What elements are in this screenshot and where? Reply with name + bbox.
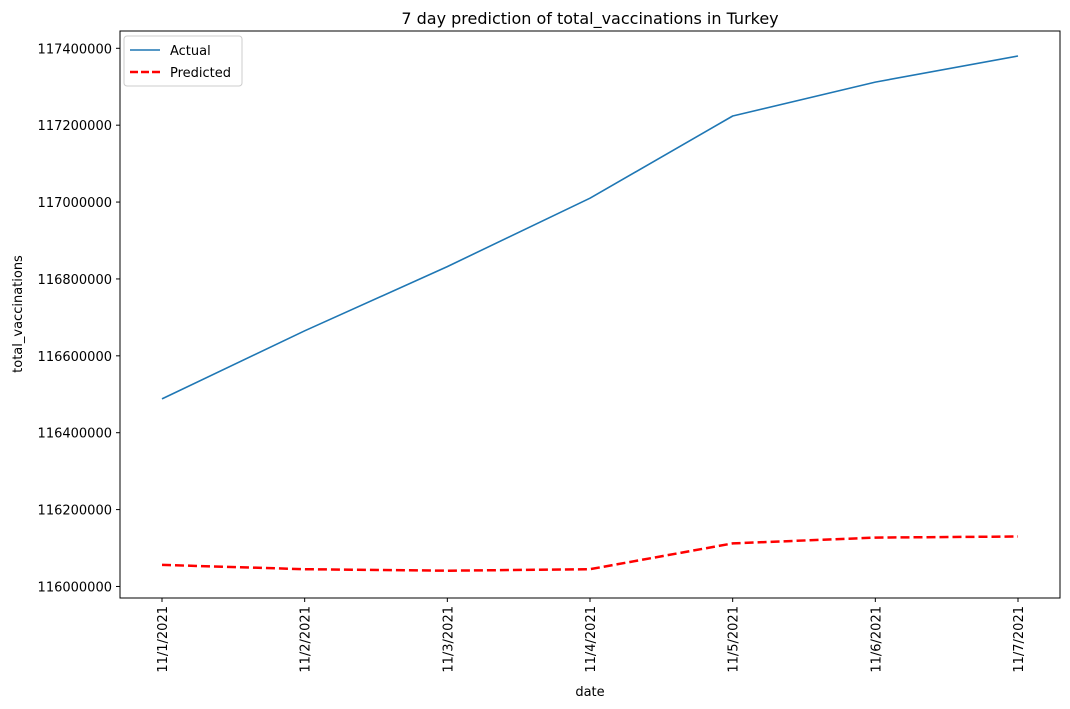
legend: Actual Predicted xyxy=(123,35,243,87)
legend-label-actual: Actual xyxy=(170,44,211,59)
legend-label-predicted: Predicted xyxy=(170,66,231,81)
y-tick-label: 116000000 xyxy=(38,580,112,595)
x-tick-label: 11/2/2021 xyxy=(299,606,314,673)
x-tick-label: 11/7/2021 xyxy=(1012,606,1027,673)
y-tick-label: 117000000 xyxy=(38,196,112,211)
y-tick-label: 116800000 xyxy=(38,273,112,288)
y-tick-label: 117400000 xyxy=(38,42,112,57)
y-axis-label: total_vaccinations xyxy=(11,255,26,373)
plot-frame xyxy=(119,30,1061,599)
x-tick-label: 11/3/2021 xyxy=(441,606,456,673)
x-tick-label: 11/4/2021 xyxy=(584,606,599,673)
y-tick-label: 116600000 xyxy=(38,350,112,365)
legend-box xyxy=(123,35,243,87)
x-tick-label: 11/1/2021 xyxy=(156,606,171,673)
x-axis-label: date xyxy=(575,685,604,700)
series-line-actual xyxy=(161,55,1019,400)
y-tick-label: 117200000 xyxy=(38,119,112,134)
series-line-predicted xyxy=(161,535,1019,572)
x-tick-label: 11/5/2021 xyxy=(727,606,742,673)
plot-area xyxy=(161,55,1019,572)
y-tick-label: 116400000 xyxy=(38,427,112,442)
y-tick-label: 116200000 xyxy=(38,504,112,519)
chart-title: 7 day prediction of total_vaccinations i… xyxy=(401,9,778,29)
x-tick-label: 11/6/2021 xyxy=(869,606,884,673)
